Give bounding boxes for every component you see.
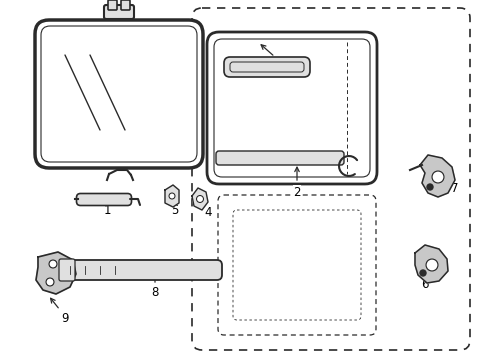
Circle shape [420,270,426,276]
FancyBboxPatch shape [35,20,203,168]
Polygon shape [192,188,208,210]
Circle shape [427,184,433,190]
FancyBboxPatch shape [68,260,222,280]
FancyBboxPatch shape [216,151,344,165]
Text: 9: 9 [61,311,69,324]
Text: 7: 7 [451,181,459,194]
Polygon shape [415,245,448,283]
Text: 3: 3 [276,55,284,68]
FancyBboxPatch shape [76,194,131,206]
Text: 4: 4 [204,206,212,219]
Text: 8: 8 [151,287,159,300]
FancyBboxPatch shape [121,0,130,10]
FancyBboxPatch shape [224,57,310,77]
Polygon shape [420,155,455,197]
FancyBboxPatch shape [108,0,117,10]
Circle shape [169,193,175,199]
Text: 5: 5 [172,203,179,216]
Circle shape [46,278,54,286]
Text: 1: 1 [103,203,111,216]
Polygon shape [36,252,76,294]
Circle shape [426,259,438,271]
Circle shape [49,260,57,268]
Text: 6: 6 [421,279,429,292]
Polygon shape [165,185,179,207]
FancyBboxPatch shape [207,32,377,184]
FancyBboxPatch shape [59,259,75,281]
FancyBboxPatch shape [104,5,134,19]
Text: 2: 2 [293,185,301,198]
Circle shape [196,195,203,202]
Circle shape [432,171,444,183]
